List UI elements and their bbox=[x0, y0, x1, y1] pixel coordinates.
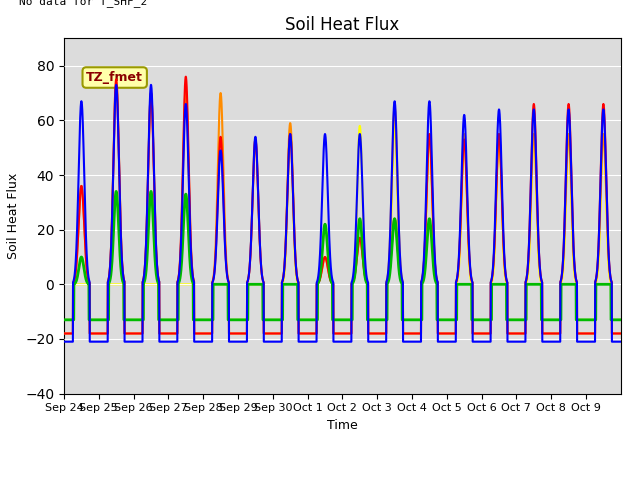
SHF4 bbox=[611, 317, 618, 323]
SHF4 bbox=[414, 317, 422, 323]
SHF1 bbox=[532, 144, 540, 150]
Legend: SHF1, SHF2, SHF3, SHF4, SHF5: SHF1, SHF2, SHF3, SHF4, SHF5 bbox=[116, 478, 569, 480]
SHF3 bbox=[174, 317, 182, 323]
SHF4 bbox=[113, 189, 120, 194]
Line: SHF3: SHF3 bbox=[64, 123, 621, 320]
SHF4 bbox=[532, 281, 540, 287]
SHF5 bbox=[532, 148, 540, 154]
SHF5 bbox=[611, 339, 618, 345]
SHF1 bbox=[60, 331, 68, 336]
SHF5 bbox=[499, 200, 506, 206]
SHF2 bbox=[499, 212, 506, 217]
SHF1 bbox=[499, 212, 506, 217]
SHF5 bbox=[463, 177, 471, 183]
Text: TZ_fmet: TZ_fmet bbox=[86, 71, 143, 84]
SHF5 bbox=[113, 82, 120, 88]
SHF5 bbox=[617, 339, 625, 345]
SHF2 bbox=[532, 167, 540, 173]
SHF5 bbox=[414, 339, 422, 345]
SHF5 bbox=[174, 277, 182, 283]
SHF3 bbox=[414, 317, 422, 323]
SHF2 bbox=[611, 331, 618, 336]
SHF4 bbox=[499, 281, 506, 287]
SHF1 bbox=[174, 277, 182, 283]
SHF2 bbox=[414, 331, 422, 336]
SHF1 bbox=[617, 331, 625, 336]
SHF2 bbox=[60, 331, 68, 336]
SHF2 bbox=[113, 76, 120, 82]
SHF1 bbox=[414, 331, 422, 336]
X-axis label: Time: Time bbox=[327, 419, 358, 432]
SHF3 bbox=[611, 317, 618, 323]
Y-axis label: Soil Heat Flux: Soil Heat Flux bbox=[6, 173, 20, 259]
SHF3 bbox=[60, 317, 68, 323]
SHF3 bbox=[390, 120, 398, 126]
SHF4 bbox=[463, 281, 471, 287]
SHF5 bbox=[60, 339, 68, 345]
SHF1 bbox=[611, 331, 618, 336]
SHF3 bbox=[532, 174, 540, 180]
SHF2 bbox=[174, 277, 182, 283]
SHF2 bbox=[463, 189, 471, 194]
SHF3 bbox=[499, 223, 506, 229]
SHF4 bbox=[174, 317, 182, 323]
Line: SHF4: SHF4 bbox=[64, 192, 621, 320]
Title: Soil Heat Flux: Soil Heat Flux bbox=[285, 16, 399, 34]
SHF3 bbox=[463, 202, 471, 207]
SHF4 bbox=[60, 317, 68, 323]
SHF3 bbox=[617, 317, 625, 323]
SHF1 bbox=[463, 192, 471, 198]
Text: No data for f_SHF_2: No data for f_SHF_2 bbox=[19, 0, 148, 7]
Line: SHF1: SHF1 bbox=[64, 77, 621, 334]
SHF1 bbox=[182, 74, 189, 80]
SHF2 bbox=[617, 331, 625, 336]
Line: SHF2: SHF2 bbox=[64, 79, 621, 334]
SHF4 bbox=[617, 317, 625, 323]
Line: SHF5: SHF5 bbox=[64, 85, 621, 342]
